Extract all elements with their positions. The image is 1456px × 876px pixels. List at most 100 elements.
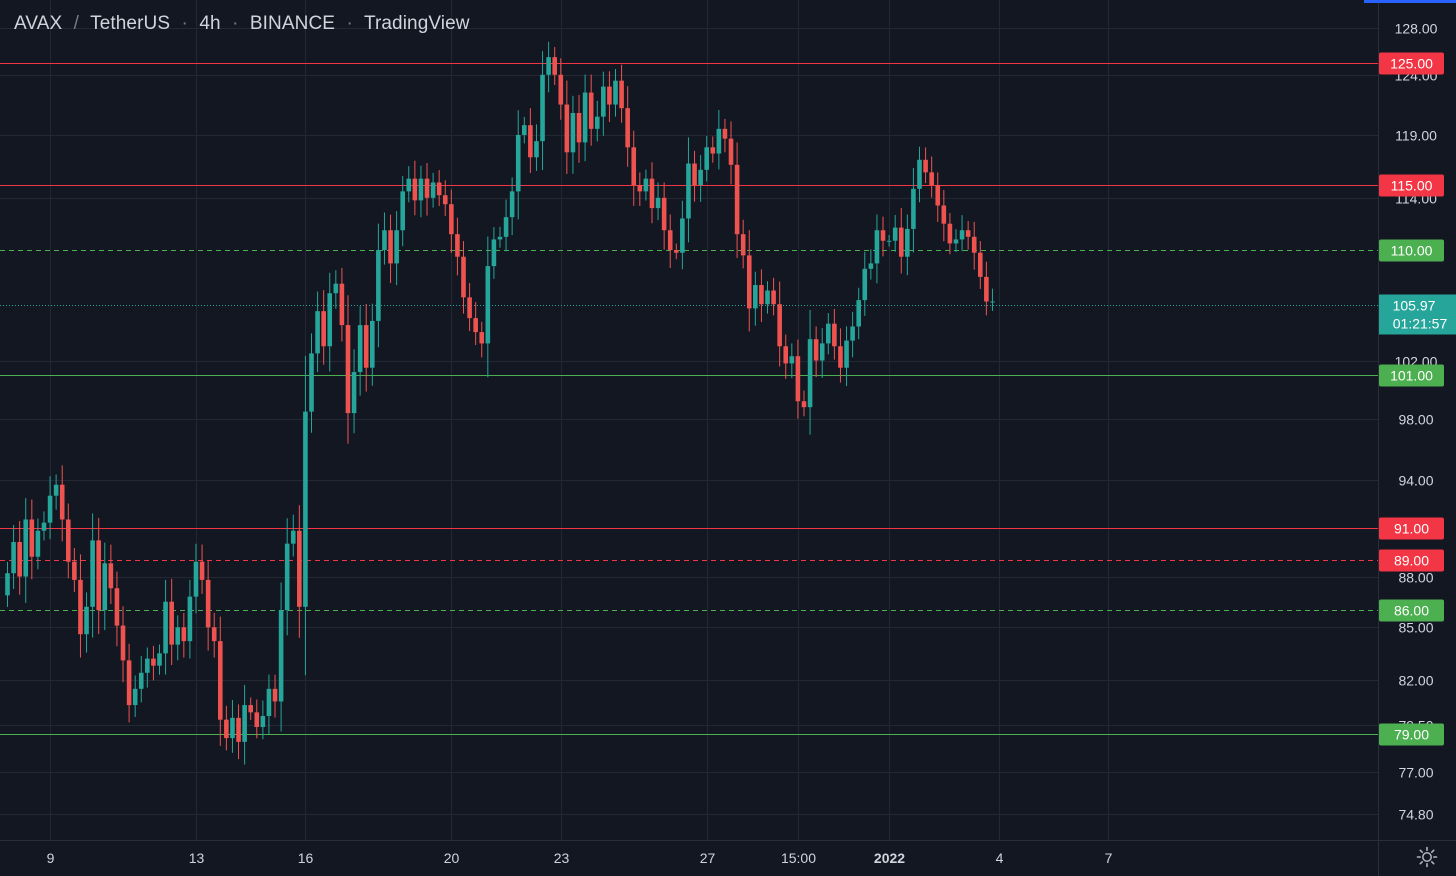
candle-body: [892, 227, 898, 241]
candle-body: [193, 561, 199, 597]
candle-body: [522, 125, 527, 135]
time-tick-label: 2022: [874, 850, 905, 866]
candle-body: [917, 159, 922, 189]
settings-gear-icon[interactable]: [1416, 846, 1438, 868]
candle-body: [740, 234, 746, 256]
candle-body: [649, 178, 655, 209]
candle-body: [746, 255, 752, 309]
candle-body: [205, 579, 211, 628]
candle-body: [363, 325, 369, 368]
candle-body: [631, 147, 637, 186]
candle-body: [284, 543, 290, 611]
candle-body: [716, 128, 722, 154]
candle-body: [102, 563, 108, 611]
level-label: 101.00: [1390, 368, 1433, 384]
level-label: 79.00: [1394, 727, 1429, 743]
candle-body: [710, 147, 716, 154]
time-tick-label: 16: [298, 850, 314, 866]
candle-body: [826, 323, 831, 344]
candle-body: [29, 519, 35, 557]
candle-body: [211, 627, 217, 642]
candle-body: [728, 138, 734, 165]
candle-body: [759, 285, 764, 305]
level-label: 110.00: [1391, 243, 1433, 259]
candle-body: [515, 134, 521, 192]
price-tick-label: 74.80: [1398, 807, 1433, 823]
candle-body: [376, 250, 381, 321]
candle-body: [108, 563, 114, 589]
time-tick-label: 20: [444, 850, 460, 866]
candle-body: [923, 159, 928, 173]
candle-body: [455, 234, 460, 257]
candle-body: [959, 230, 965, 240]
candle-body: [430, 182, 436, 198]
candle-body: [151, 658, 156, 666]
candle-body: [84, 606, 89, 635]
candle-body: [461, 256, 466, 298]
candle-body: [5, 573, 10, 596]
level-badge: [1379, 364, 1444, 387]
time-axis[interactable]: 9 13 16 20 23 27 15:00 2022 4 7: [0, 840, 1456, 867]
candle-body: [558, 74, 564, 105]
symbol-name[interactable]: AVAX: [14, 13, 63, 34]
candle-body: [90, 540, 95, 607]
candle-body: [819, 343, 825, 361]
source-name: TradingView: [363, 13, 470, 34]
candle-body: [771, 290, 776, 305]
candle-body: [528, 125, 533, 158]
candle-body: [886, 240, 892, 242]
time-tick-label: 9: [47, 850, 55, 866]
candle-body: [911, 188, 916, 229]
candle-body: [503, 217, 509, 237]
candle-body: [655, 197, 661, 209]
candle-body: [388, 230, 393, 264]
top-accent-bar: [1364, 0, 1456, 3]
candle-body: [224, 719, 229, 739]
candle-body: [898, 227, 904, 257]
title-separator: /: [73, 13, 80, 34]
candle-body: [436, 182, 442, 196]
candle-body: [795, 356, 801, 402]
candle-body: [674, 250, 679, 253]
candle-body: [643, 178, 649, 192]
horizontal-gridlines: [0, 28, 1378, 815]
time-tick-label: 27: [700, 850, 716, 866]
candle-body: [230, 717, 235, 739]
candle-body: [303, 411, 308, 607]
candle-body: [540, 74, 545, 142]
candle-body: [187, 596, 193, 642]
candle-body: [722, 128, 728, 139]
price-tick-label: 119.00: [1395, 128, 1437, 144]
title-separator: ·: [346, 13, 353, 34]
candle-body: [686, 163, 691, 219]
candle-body: [692, 163, 697, 186]
bar-countdown: 01:21:57: [1393, 316, 1448, 332]
level-badge: [1379, 549, 1444, 572]
level-label: 125.00: [1390, 56, 1433, 72]
candle-body: [564, 104, 570, 153]
candle-body: [844, 340, 849, 368]
candle-body: [984, 276, 989, 302]
candle-body: [485, 266, 491, 344]
candle-body: [23, 519, 29, 577]
last-price-label: 105.97 01:21:57: [1379, 294, 1456, 335]
interval-label[interactable]: 4h: [199, 13, 221, 34]
horizontal-levels[interactable]: [0, 63, 1378, 735]
candle-body: [704, 147, 709, 170]
price-tick-label: 77.00: [1398, 765, 1433, 781]
candle-body: [145, 658, 150, 673]
candle-body: [978, 252, 983, 277]
candle-body: [509, 191, 515, 218]
last-price-value: 105.97: [1393, 298, 1436, 314]
candle-body: [315, 311, 320, 354]
candle-body: [990, 301, 995, 303]
chart-title: AVAX / TetherUS · 4h · BINANCE · Trading…: [14, 13, 470, 35]
level-label: 86.00: [1394, 603, 1429, 619]
candle-body: [120, 625, 126, 661]
candle-body: [625, 108, 630, 148]
candle-body: [838, 346, 843, 368]
candle-body: [66, 519, 71, 562]
candle-body: [35, 530, 41, 557]
candle-body: [17, 542, 22, 577]
